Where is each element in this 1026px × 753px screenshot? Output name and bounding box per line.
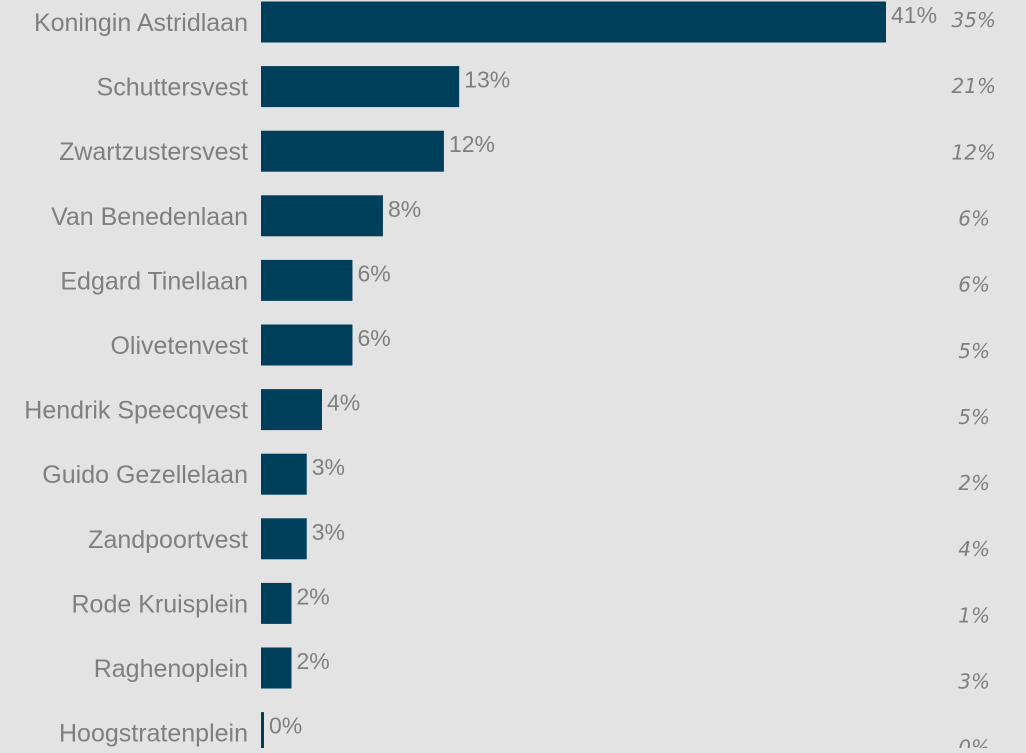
category-label: Zandpoortvest (88, 526, 248, 554)
comparison-label: 6% (958, 273, 990, 297)
category-label: Rode Kruisplein (72, 590, 249, 618)
value-label: 2% (296, 583, 329, 609)
comparison-label: 5% (958, 339, 990, 363)
value-label: 4% (327, 390, 360, 416)
bar (261, 518, 307, 560)
comparison-label: 2% (958, 471, 990, 495)
bar (261, 1, 886, 43)
bar (261, 712, 264, 753)
value-label: 41% (891, 2, 937, 28)
comparison-label: 0% (958, 736, 990, 748)
comparison-label: 35% (952, 8, 996, 32)
category-label: Olivetenvest (110, 332, 248, 360)
value-label: 3% (312, 519, 345, 545)
bar (261, 647, 292, 689)
comparison-label: 1% (958, 603, 990, 627)
value-label: 3% (312, 454, 345, 480)
category-label: Guido Gezellelaan (42, 461, 248, 489)
comparison-label: 3% (958, 670, 990, 694)
bar (261, 453, 307, 495)
bar (261, 259, 353, 301)
category-label: Raghenoplein (94, 655, 248, 683)
category-label: Schuttersvest (97, 74, 249, 102)
comparison-label: 6% (958, 206, 990, 230)
comparison-label: 5% (958, 405, 990, 429)
value-label: 13% (464, 67, 510, 93)
category-label: Zwartzustersvest (59, 138, 248, 166)
bar (261, 130, 444, 172)
value-label: 6% (357, 325, 390, 351)
bar (261, 582, 292, 624)
value-label: 8% (388, 196, 421, 222)
comparison-label: 4% (958, 537, 990, 561)
bar (261, 324, 353, 366)
category-label: Hoogstratenplein (59, 720, 248, 748)
value-label: 0% (269, 713, 302, 739)
category-label: Edgard Tinellaan (60, 267, 248, 295)
bar (261, 66, 460, 108)
value-label: 2% (296, 648, 329, 674)
value-label: 6% (357, 260, 390, 286)
bar (261, 195, 383, 237)
category-label: Hendrik Speecqvest (24, 397, 248, 425)
bar (261, 389, 322, 431)
category-label: Van Benedenlaan (51, 203, 248, 231)
comparison-label: 21% (952, 74, 996, 98)
category-label: Koningin Astridlaan (34, 9, 248, 37)
comparison-label: 12% (952, 140, 996, 164)
value-label: 12% (449, 131, 495, 157)
